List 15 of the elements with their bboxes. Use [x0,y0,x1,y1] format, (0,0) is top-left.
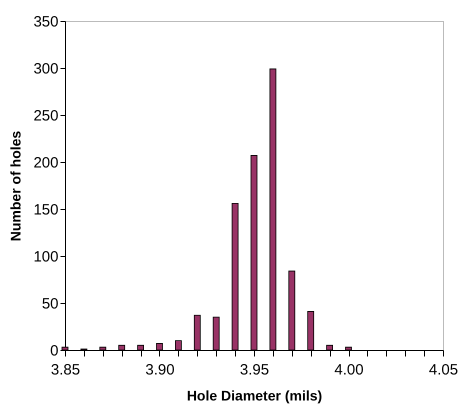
y-tick-label: 200 [33,154,58,172]
x-tick-label: 3.85 [50,362,80,378]
x-axis-title: Hole Diameter (mils) [186,388,322,404]
y-axis-title: Number of holes [7,130,24,242]
x-tick-label: 4.00 [334,362,364,378]
y-tick-label: 250 [33,108,58,124]
y-tick-label: 350 [33,14,58,30]
y-tick-label: 100 [33,248,58,266]
y-tick-label: 0 [50,342,58,360]
x-tick-label: 3.95 [240,362,270,378]
y-tick-label: 150 [33,202,58,218]
x-tick-label: 3.90 [145,362,175,378]
x-tick-label: 4.05 [428,362,458,378]
y-tick-label: 50 [42,296,58,312]
y-tick-label: 300 [33,60,58,78]
